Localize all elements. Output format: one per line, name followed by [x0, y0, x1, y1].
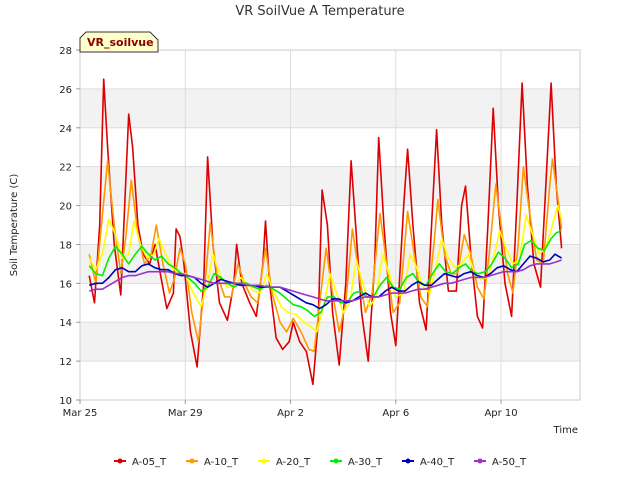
series-line-a-20-t: [88, 204, 563, 333]
series-line-a-30-t: [88, 230, 562, 318]
series-line-a-05-t: [88, 78, 563, 386]
x-axis-label: Time: [553, 425, 578, 436]
y-tick-label: 24: [59, 124, 72, 135]
y-tick-label: 16: [59, 279, 72, 290]
x-tick-label: Apr 6: [382, 408, 409, 419]
plot-frame: [79, 49, 581, 401]
legend-label: A-40_T: [420, 457, 455, 468]
legend-marker: [333, 458, 339, 464]
y-tick-label: 22: [59, 163, 72, 174]
site-badge-box: [79, 31, 159, 53]
plot-band: [80, 166, 580, 206]
chart-title: VR SoilVue A Temperature: [235, 4, 404, 19]
legend-label: A-20_T: [276, 457, 311, 468]
plot-band: [80, 322, 580, 362]
site-badge: VR_soilvue: [79, 31, 159, 53]
series-line-a-50-t: [88, 259, 562, 302]
series-line-a-10-t: [88, 158, 563, 353]
legend-marker: [189, 458, 195, 464]
y-tick-label: 14: [59, 318, 72, 329]
series-layer: [88, 78, 563, 386]
legend-marker: [477, 458, 483, 464]
x-tick-label: Mar 25: [63, 408, 98, 419]
legend-label: A-50_T: [492, 457, 527, 468]
y-tick-label: 10: [59, 396, 72, 407]
legend-marker: [405, 458, 411, 464]
x-tick-label: Mar 29: [168, 408, 203, 419]
y-axis-label: Soil Temperature (C): [9, 174, 20, 277]
y-tick-label: 12: [59, 357, 72, 368]
plot-band: [80, 88, 580, 128]
legend-marker: [117, 458, 123, 464]
x-axis-ticks: Mar 25 Mar 29 Apr 2 Apr 6 Apr 10: [63, 400, 518, 419]
y-tick-label: 26: [59, 85, 72, 96]
y-tick-label: 28: [59, 46, 72, 57]
y-axis-ticks: 10 12 14 16 18 20 22 24 26 28: [59, 46, 80, 407]
legend-marker: [261, 458, 267, 464]
x-tick-label: Apr 2: [277, 408, 304, 419]
legend-label: A-30_T: [348, 457, 383, 468]
legend-label: A-05_T: [132, 457, 167, 468]
legend: A-05_T A-10_T A-20_T A-30_T A-40_T A-50_T: [114, 457, 527, 468]
legend-label: A-10_T: [204, 457, 239, 468]
y-tick-label: 18: [59, 240, 72, 251]
y-tick-label: 20: [59, 202, 72, 213]
x-tick-label: Apr 10: [484, 408, 517, 419]
site-badge-label: VR_soilvue: [87, 36, 154, 49]
